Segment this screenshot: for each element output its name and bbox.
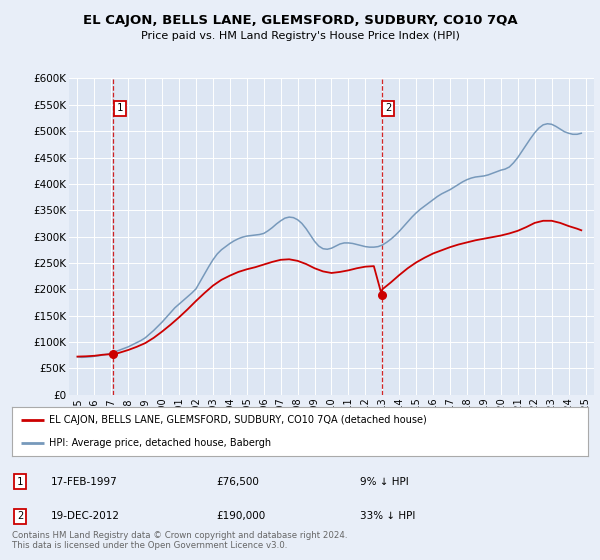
Text: 2: 2 (385, 104, 391, 114)
Text: Contains HM Land Registry data © Crown copyright and database right 2024.
This d: Contains HM Land Registry data © Crown c… (12, 531, 347, 550)
Text: 9% ↓ HPI: 9% ↓ HPI (360, 477, 409, 487)
Text: 33% ↓ HPI: 33% ↓ HPI (360, 511, 415, 521)
Text: £190,000: £190,000 (216, 511, 265, 521)
Text: 17-FEB-1997: 17-FEB-1997 (51, 477, 118, 487)
Text: 19-DEC-2012: 19-DEC-2012 (51, 511, 120, 521)
Text: HPI: Average price, detached house, Babergh: HPI: Average price, detached house, Babe… (49, 438, 272, 448)
Text: 1: 1 (117, 104, 123, 114)
Text: EL CAJON, BELLS LANE, GLEMSFORD, SUDBURY, CO10 7QA (detached house): EL CAJON, BELLS LANE, GLEMSFORD, SUDBURY… (49, 416, 427, 426)
Text: EL CAJON, BELLS LANE, GLEMSFORD, SUDBURY, CO10 7QA: EL CAJON, BELLS LANE, GLEMSFORD, SUDBURY… (83, 14, 517, 27)
Text: £76,500: £76,500 (216, 477, 259, 487)
Text: 2: 2 (17, 511, 23, 521)
Text: 1: 1 (17, 477, 23, 487)
Text: Price paid vs. HM Land Registry's House Price Index (HPI): Price paid vs. HM Land Registry's House … (140, 31, 460, 41)
